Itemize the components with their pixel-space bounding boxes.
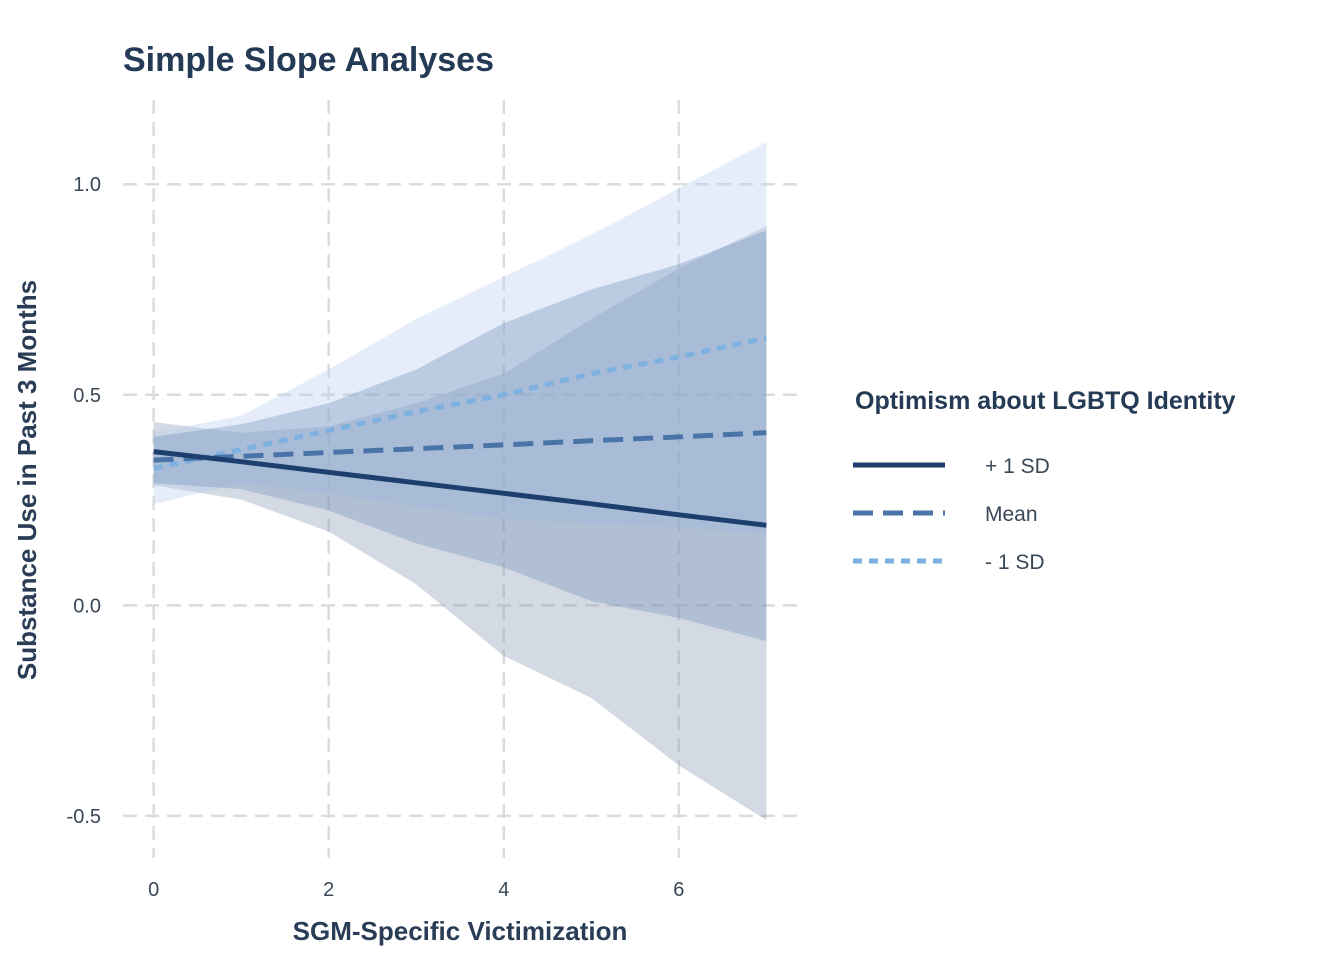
legend-label-2: - 1 SD xyxy=(985,551,1045,574)
slope-line-1 xyxy=(153,430,767,463)
y-tick-label: 0.0 xyxy=(73,595,101,617)
y-axis-title: Substance Use in Past 3 Months xyxy=(12,280,42,680)
confidence-band-2 xyxy=(153,142,767,534)
slope-lines xyxy=(153,335,767,528)
confidence-band-0 xyxy=(153,226,767,821)
grid xyxy=(123,100,797,858)
chart-title: Simple Slope Analyses xyxy=(123,41,494,79)
y-tick-label: 0.5 xyxy=(73,385,101,407)
slope-line-2 xyxy=(153,335,767,471)
y-tick-label: -0.5 xyxy=(67,806,101,828)
axis-ticks: 0 2 4 6 -0.5 0.0 0.5 1.0 xyxy=(67,174,685,901)
legend-title: Optimism about LGBTQ Identity xyxy=(855,387,1236,415)
x-tick-label: 6 xyxy=(673,879,684,901)
x-tick-label: 4 xyxy=(498,879,509,901)
slope-line-0 xyxy=(153,449,767,528)
x-tick-label: 0 xyxy=(148,879,159,901)
confidence-band-1 xyxy=(153,230,767,642)
legend-label-0: + 1 SD xyxy=(985,455,1050,478)
legend-label-1: Mean xyxy=(985,503,1038,526)
confidence-bands xyxy=(153,142,767,821)
y-tick-label: 1.0 xyxy=(73,174,101,196)
x-axis-title: SGM-Specific Victimization xyxy=(293,916,628,946)
legend: Optimism about LGBTQ Identity + 1 SD Mean… xyxy=(853,387,1236,574)
x-tick-label: 2 xyxy=(323,879,334,901)
